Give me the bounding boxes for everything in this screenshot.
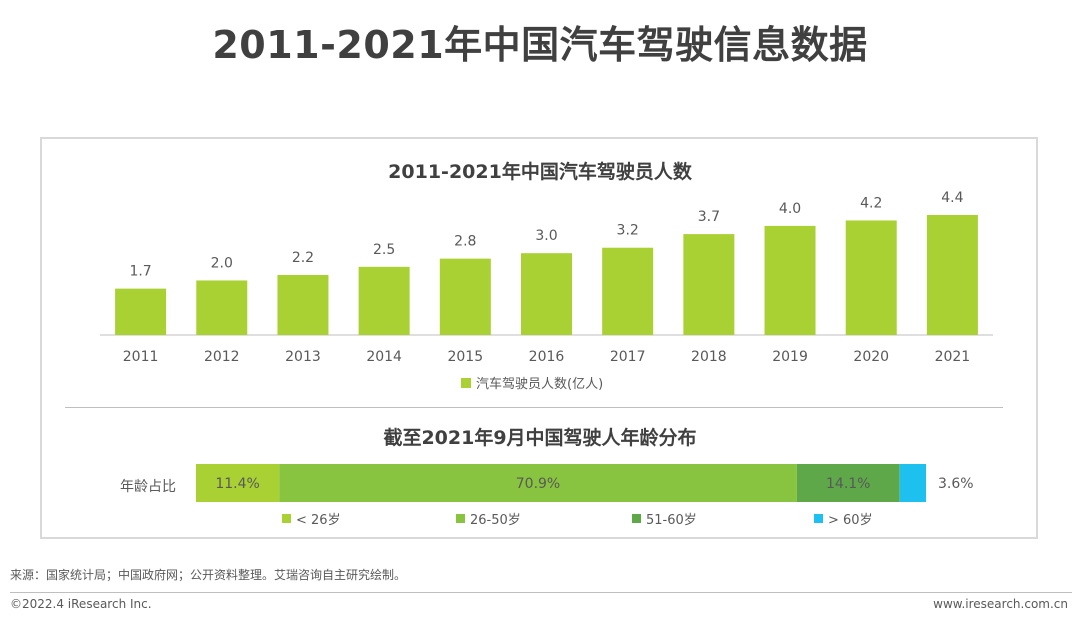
legend-label-2: 51-60岁	[646, 513, 697, 528]
legend-label-0: < 26岁	[296, 513, 341, 528]
copyright-text: ©2022.4 iResearch Inc.	[10, 597, 152, 611]
segment-0	[196, 464, 280, 502]
legend-label-1: 26-50岁	[470, 513, 521, 528]
bar-2018	[683, 234, 735, 335]
bar-value-label-2013: 2.2	[292, 250, 314, 266]
bar-value-label-2014: 2.5	[373, 242, 395, 258]
segment-3	[899, 464, 926, 502]
page-title: 2011-2021年中国汽车驾驶信息数据	[212, 23, 868, 67]
bar-2014	[358, 266, 410, 335]
bar-legend-swatch	[461, 378, 471, 388]
segment-label-1: 70.9%	[516, 476, 560, 492]
bar-value-label-2012: 2.0	[211, 255, 233, 271]
bar-value-label-2011: 1.7	[129, 264, 151, 280]
bar-2017	[602, 247, 654, 335]
panel-divider	[65, 407, 1003, 408]
bar-2019	[764, 225, 816, 335]
x-tick-label-2020: 2020	[853, 349, 889, 365]
x-tick-label-2013: 2013	[285, 349, 321, 365]
bar-2016	[521, 253, 572, 335]
x-tick-label-2012: 2012	[204, 349, 240, 365]
stacked-bar: 11.4% 70.9% 14.1% 3.6%	[196, 464, 974, 502]
footer-rule	[10, 592, 1072, 593]
segment-label-3: 3.6%	[938, 476, 974, 492]
bars-group: 1.7 2011 2.0 2012 2.2 2013 2.5 2014 2.8 2015 3.0 20…	[115, 190, 978, 365]
segment-1	[279, 464, 797, 502]
legend-swatch-1	[456, 514, 465, 523]
x-tick-label-2019: 2019	[772, 349, 808, 365]
bar-2012	[196, 280, 248, 335]
source-note: 来源：国家统计局；中国政府网；公开资料整理。艾瑞咨询自主研究绘制。	[10, 568, 407, 582]
age-row-label: 年龄占比	[120, 479, 176, 495]
x-tick-label-2015: 2015	[447, 349, 483, 365]
segment-label-0: 11.4%	[215, 476, 259, 492]
bar-legend: 汽车驾驶员人数(亿人)	[461, 376, 603, 392]
legend-swatch-3	[814, 514, 823, 523]
bar-legend-text: 汽车驾驶员人数(亿人)	[476, 376, 603, 392]
legend-swatch-0	[282, 514, 291, 523]
bar-chart-title: 2011-2021年中国汽车驾驶员人数	[388, 160, 693, 183]
bar-value-label-2015: 2.8	[454, 234, 476, 250]
bar-2011	[115, 288, 167, 335]
website-link[interactable]: www.iresearch.com.cn	[933, 597, 1068, 611]
bar-value-label-2020: 4.2	[860, 195, 882, 211]
stacked-legend: < 26岁 26-50岁 51-60岁 > 60岁	[282, 513, 873, 528]
x-tick-label-2017: 2017	[610, 349, 646, 365]
x-tick-label-2021: 2021	[935, 349, 971, 365]
bar-2020	[845, 220, 897, 335]
bar-value-label-2016: 3.0	[535, 228, 557, 244]
bar-2021	[926, 215, 978, 335]
x-tick-label-2011: 2011	[123, 349, 159, 365]
segment-2	[796, 464, 900, 502]
bar-value-label-2021: 4.4	[941, 190, 963, 206]
bar-2013	[277, 275, 329, 335]
bar-value-label-2018: 3.7	[698, 209, 720, 225]
segment-label-2: 14.1%	[826, 476, 870, 492]
legend-swatch-2	[632, 514, 641, 523]
bar-2015	[439, 258, 491, 335]
x-tick-label-2016: 2016	[529, 349, 565, 365]
stacked-chart-title: 截至2021年9月中国驾驶人年龄分布	[383, 426, 696, 449]
bar-value-label-2019: 4.0	[779, 201, 801, 217]
x-tick-label-2018: 2018	[691, 349, 727, 365]
x-tick-label-2014: 2014	[366, 349, 402, 365]
legend-label-3: > 60岁	[828, 513, 873, 528]
bar-value-label-2017: 3.2	[617, 223, 639, 239]
